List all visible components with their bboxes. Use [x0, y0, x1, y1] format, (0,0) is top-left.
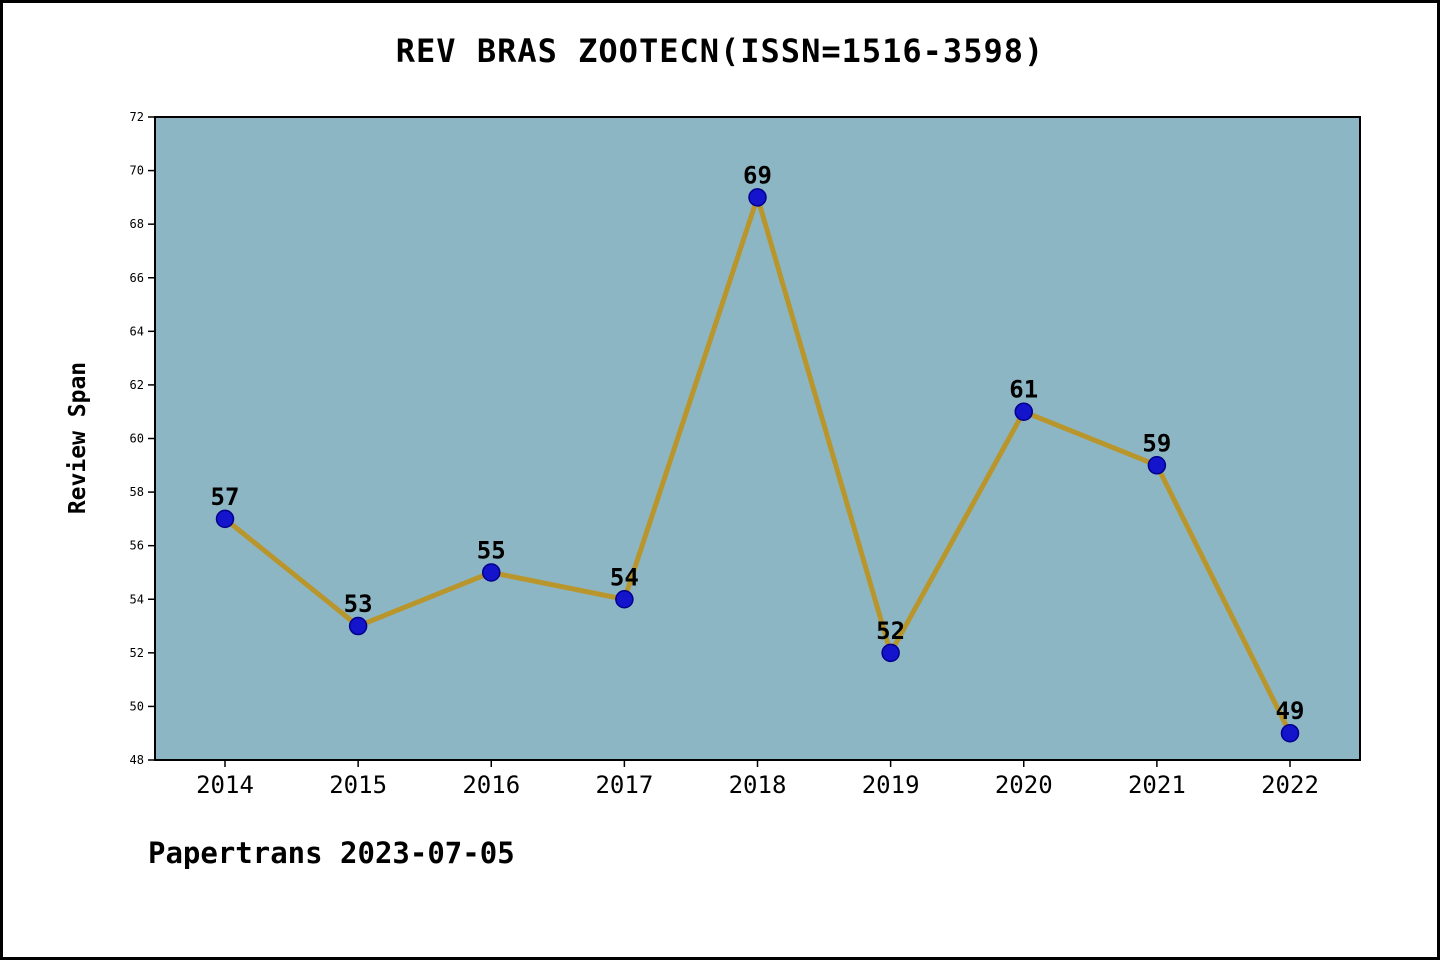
x-tick-label: 2017	[595, 771, 653, 799]
data-point-label: 61	[1009, 376, 1038, 404]
x-tick-label: 2019	[862, 771, 920, 799]
y-tick-label: 58	[130, 485, 144, 499]
x-tick-label: 2020	[995, 771, 1053, 799]
data-point-label: 54	[610, 563, 639, 591]
x-tick-label: 2016	[462, 771, 520, 799]
data-point-label: 69	[743, 161, 772, 189]
data-point	[748, 188, 767, 207]
y-tick-label: 68	[130, 217, 144, 231]
x-tick-label: 2021	[1128, 771, 1186, 799]
y-tick-label: 50	[130, 699, 144, 713]
data-point	[482, 563, 501, 582]
data-point	[1147, 456, 1167, 475]
y-tick-label: 72	[130, 110, 144, 124]
y-tick-label: 48	[130, 753, 144, 767]
x-tick-label: 2015	[329, 771, 387, 799]
data-point	[615, 590, 634, 609]
data-point	[1014, 402, 1033, 421]
y-tick-label: 54	[130, 592, 144, 606]
data-point-label: 53	[344, 590, 373, 618]
data-point	[881, 643, 900, 663]
data-point	[348, 616, 368, 636]
chart-title: REV BRAS ZOOTECN(ISSN=1516-3598)	[395, 32, 1045, 70]
y-tick-label: 52	[130, 646, 144, 660]
x-tick-label: 2022	[1261, 771, 1319, 799]
data-point-label: 52	[876, 617, 905, 645]
data-point-label: 57	[211, 483, 240, 511]
data-point	[1280, 723, 1300, 743]
watermark-text: Papertrans 2023-07-05	[148, 836, 515, 870]
y-tick-label: 56	[130, 539, 144, 553]
data-point	[215, 509, 235, 529]
y-tick-label: 70	[130, 164, 144, 178]
data-point-label: 59	[1142, 429, 1171, 457]
data-point-label: 49	[1276, 697, 1305, 725]
y-tick-label: 64	[130, 324, 144, 338]
x-tick-label: 2018	[729, 771, 787, 799]
data-point-label: 55	[477, 536, 506, 564]
y-tick-label: 66	[130, 271, 144, 285]
y-tick-label: 60	[130, 432, 144, 446]
plot-area	[154, 116, 1361, 761]
x-tick-label: 2014	[196, 771, 254, 799]
y-tick-label: 62	[130, 378, 144, 392]
